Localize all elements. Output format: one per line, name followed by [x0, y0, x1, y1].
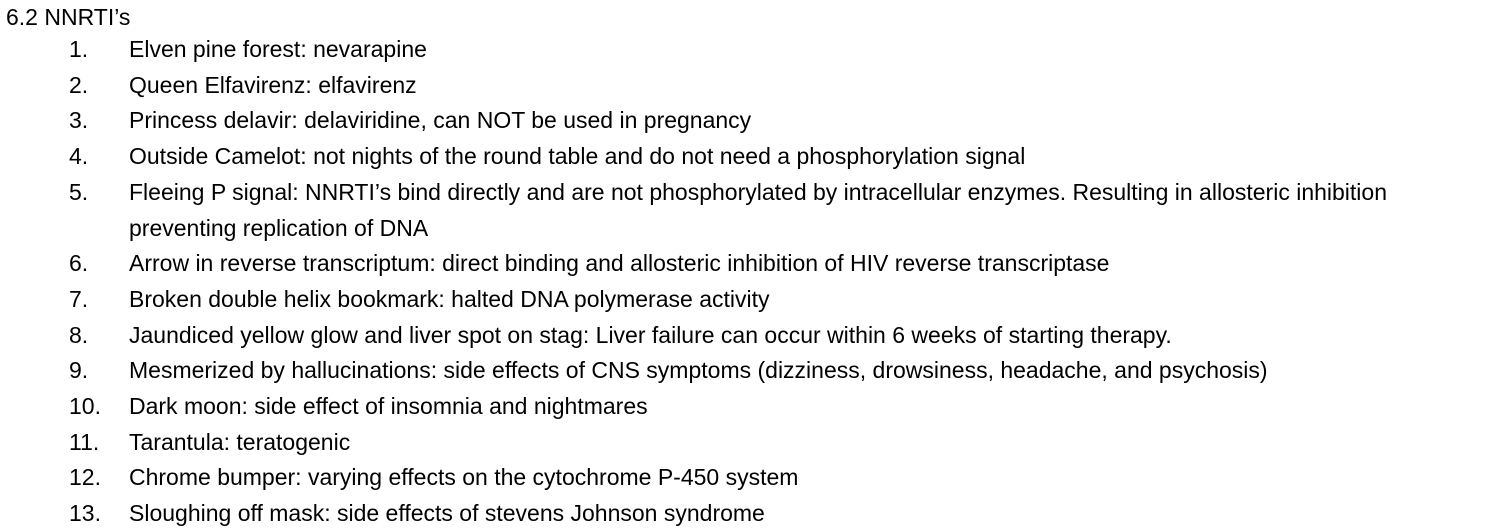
list-item-number: 7. — [69, 285, 89, 312]
list-item-text: Jaundiced yellow glow and liver spot on … — [129, 321, 1172, 348]
list-item: 13. Sloughing off mask: side effects of … — [0, 496, 1496, 532]
list-item-text: Princess delavir: delaviridine, can NOT … — [129, 107, 752, 134]
list-item-text: Chrome bumper: varying effects on the cy… — [129, 464, 799, 491]
list-item: 12. Chrome bumper: varying effects on th… — [0, 460, 1496, 496]
list-item-text: Mesmerized by hallucinations: side effec… — [129, 357, 1268, 384]
list-item-number: 13. — [69, 500, 101, 527]
list-item-number: 9. — [69, 357, 89, 384]
list-item-number: 3. — [69, 107, 89, 134]
list-item-text: Elven pine forest: nevarapine — [129, 36, 427, 62]
list-item: 8. Jaundiced yellow glow and liver spot … — [0, 318, 1496, 354]
numbered-list: 1. Elven pine forest: nevarapine 2. Quee… — [0, 32, 1496, 532]
list-item-number: 8. — [69, 321, 89, 348]
list-item-text: Broken double helix bookmark: halted DNA… — [129, 285, 770, 312]
list-item: 9. Mesmerized by hallucinations: side ef… — [0, 353, 1496, 389]
list-item-text: Arrow in reverse transcriptum: direct bi… — [129, 250, 1110, 277]
list-item-text: Fleeing P signal: NNRTI’s bind directly … — [129, 178, 1387, 241]
list-item-text: Tarantula: teratogenic — [129, 428, 351, 455]
list-item: 5. Fleeing P signal: NNRTI’s bind direct… — [0, 175, 1496, 246]
list-item: 1. Elven pine forest: nevarapine — [0, 32, 1496, 68]
list-item: 7. Broken double helix bookmark: halted … — [0, 282, 1496, 318]
list-item-text: Outside Camelot: not nights of the round… — [129, 143, 1026, 170]
list-item-number: 1. — [69, 36, 89, 62]
list-item: 6. Arrow in reverse transcriptum: direct… — [0, 246, 1496, 282]
list-item-number: 4. — [69, 143, 89, 170]
list-item-number: 12. — [69, 464, 101, 491]
list-item: 11. Tarantula: teratogenic — [0, 425, 1496, 461]
list-item-text: Queen Elfavirenz: elfavirenz — [129, 71, 417, 98]
list-item-number: 6. — [69, 250, 89, 277]
list-item-number: 11. — [69, 428, 100, 455]
list-item-text: Dark moon: side effect of insomnia and n… — [129, 393, 648, 420]
list-item-text: Sloughing off mask: side effects of stev… — [129, 500, 765, 527]
list-item: 3. Princess delavir: delaviridine, can N… — [0, 103, 1496, 139]
list-item: 2. Queen Elfavirenz: elfavirenz — [0, 68, 1496, 104]
list-item-number: 5. — [69, 178, 89, 205]
list-item: 4. Outside Camelot: not nights of the ro… — [0, 139, 1496, 175]
list-item-number: 2. — [69, 71, 89, 98]
list-item-number: 10. — [69, 393, 101, 420]
section-heading: 6.2 NNRTI’s — [6, 4, 131, 30]
list-item: 10. Dark moon: side effect of insomnia a… — [0, 389, 1496, 425]
